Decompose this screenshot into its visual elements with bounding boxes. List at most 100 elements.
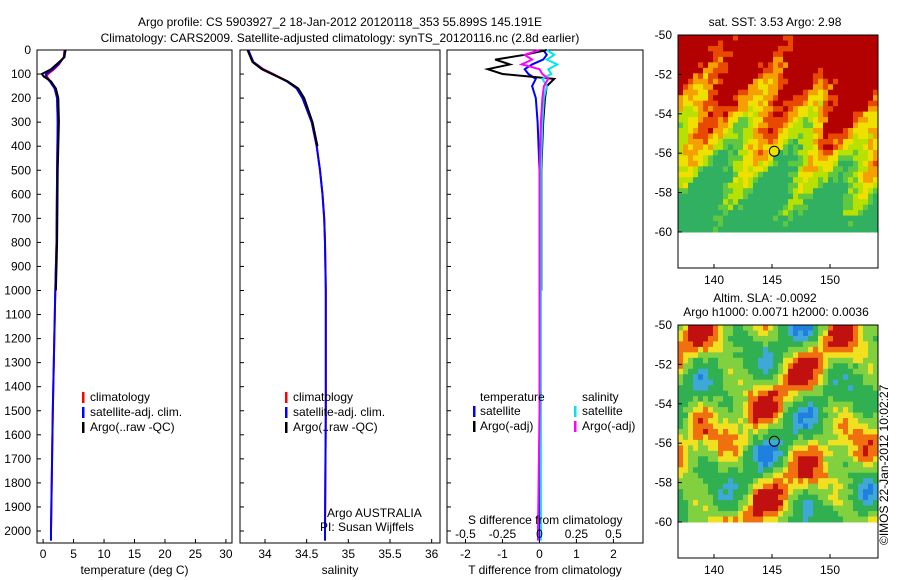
map-cell [743,51,749,58]
map-cell [818,489,824,496]
map-cell [863,78,869,85]
map-cell [783,215,789,222]
map-cell [713,171,719,178]
series-line-salinity-argo-adj- [518,49,550,541]
map-cell [818,357,824,364]
map-cell [723,500,729,507]
map-cell [748,368,754,375]
x-tick-label: 36 [425,547,439,561]
map-cell [733,325,739,331]
map-cell [823,379,829,386]
map-cell [788,210,794,217]
map-cell [833,428,839,435]
map-cell [838,385,844,392]
map-cell [843,368,849,375]
map-cell [678,171,684,178]
map-cell [843,193,849,200]
map-cell [783,226,789,233]
map-cell [728,396,734,403]
x-tick-label: 10 [97,547,111,561]
map-cell [858,45,864,52]
map-cell [703,133,709,140]
map-cell [728,160,734,167]
map-cell [788,111,794,118]
map-cell [818,407,824,414]
map-cell [828,73,834,80]
map-cell [733,122,739,129]
map-cell [718,357,724,364]
map-cell [698,84,704,91]
map-cell [788,341,794,348]
map-cell [678,516,684,523]
map-cell [798,133,804,140]
map-cell [698,341,704,348]
map-cell [788,166,794,173]
map-cell [788,379,794,386]
map-cell [798,177,804,184]
map-cell [713,122,719,129]
map-cell [698,494,704,501]
map-cell [813,511,819,518]
map-cell [698,357,704,364]
map-cell [873,188,879,195]
map-cell [763,374,769,381]
map-cell [703,346,709,353]
map-cell [823,494,829,501]
map-cell [873,111,879,118]
map-cell [818,516,824,523]
map-cell [853,472,859,479]
map-cell [678,368,684,375]
map-cell [808,363,814,370]
map-cell [718,434,724,441]
map-cell [863,204,869,211]
map-cell [853,500,859,507]
map-cell [768,461,774,468]
map-cell [738,117,744,124]
map-cell [723,182,729,189]
map-cell [783,325,789,331]
map-cell [778,472,784,479]
map-cell [753,215,759,222]
map-cell [693,40,699,47]
map-cell [718,461,724,468]
map-cell [793,439,799,446]
map-cell [823,390,829,397]
map-cell [803,193,809,200]
map-cell [843,401,849,408]
map-cell [848,182,854,189]
map-cell [758,390,764,397]
map-cell [688,428,694,435]
map-cell [703,40,709,47]
map-cell [688,226,694,233]
map-cell [753,128,759,134]
map-cell [713,450,719,457]
map-cell [773,51,779,58]
map-cell [713,374,719,381]
map-cell [708,35,714,41]
map-cell [693,346,699,353]
map-cell [813,461,819,468]
map-cell [793,407,799,414]
map-cell [748,171,754,178]
map-cell [693,445,699,452]
map-cell [803,40,809,47]
map-cell [683,407,689,414]
map-cell [728,401,734,408]
map-cell [743,330,749,337]
map-cell [723,122,729,129]
map-cell [733,193,739,200]
map-cell [723,396,729,403]
map-cell [798,456,804,463]
map-cell [768,89,774,96]
x2-tick-label: -0.25 [489,527,517,541]
map-cell [733,418,739,424]
map-cell [768,374,774,381]
map-cell [723,166,729,173]
map-cell [728,78,734,85]
map-cell [813,450,819,457]
map-cell [708,374,714,381]
map-cell [848,401,854,408]
map-cell [873,144,879,151]
map-cell [833,396,839,403]
map-cell [678,215,684,222]
